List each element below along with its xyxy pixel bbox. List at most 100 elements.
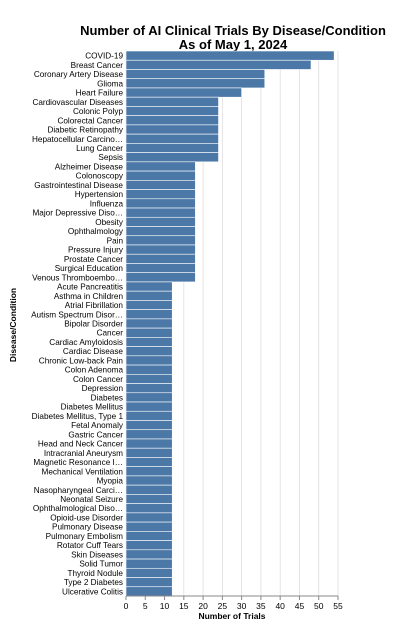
bar bbox=[125, 355, 173, 366]
x-tick-label: 40 bbox=[275, 601, 285, 611]
x-tick-label: 20 bbox=[198, 601, 208, 611]
y-axis-title: Disease/Condition bbox=[8, 288, 18, 362]
bar bbox=[125, 198, 196, 209]
bar bbox=[125, 309, 173, 320]
y-tick-label: Cardiac Amyloidosis bbox=[49, 338, 123, 347]
y-tick-label: Coronary Artery Disease bbox=[34, 70, 124, 79]
bar bbox=[125, 503, 173, 514]
y-tick-label: Atrial Fibrillation bbox=[65, 301, 124, 310]
y-tick-label: Gastrointestinal Disease bbox=[34, 181, 123, 190]
y-tick-label: Ophthalmological Diso… bbox=[33, 504, 123, 513]
bar bbox=[125, 300, 173, 310]
y-tick-label: Ulcerative Colitis bbox=[62, 587, 123, 596]
x-tick-label: 10 bbox=[160, 601, 170, 611]
bar bbox=[125, 420, 173, 431]
bar bbox=[125, 346, 173, 357]
bar bbox=[125, 466, 173, 477]
bar bbox=[125, 577, 173, 588]
x-tick-label: 0 bbox=[124, 601, 129, 611]
bar bbox=[125, 180, 196, 190]
y-tick-label: Hepatocellular Carcino… bbox=[32, 135, 123, 144]
y-tick-label: Myopia bbox=[97, 477, 124, 486]
bar bbox=[125, 318, 173, 329]
bar bbox=[125, 106, 219, 116]
y-tick-label: Glioma bbox=[97, 79, 123, 88]
chart-title-line-1: Number of AI Clinical Trials By Disease/… bbox=[80, 23, 386, 38]
bar bbox=[125, 263, 196, 273]
y-tick-label: Depression bbox=[82, 384, 124, 393]
x-tick-label: 50 bbox=[314, 601, 324, 611]
y-tick-label: Major Depressive Diso… bbox=[32, 209, 123, 218]
x-axis: 0 5 10 15 20 25 30 35 40 45 50 55 bbox=[124, 595, 343, 611]
bar bbox=[125, 253, 196, 264]
bar bbox=[125, 410, 173, 421]
y-tick-label: Acute Pancreatitis bbox=[57, 283, 123, 292]
bar bbox=[125, 540, 173, 551]
bar bbox=[125, 226, 196, 237]
y-tick-label: Opioid-use Disorder bbox=[50, 513, 123, 522]
bar bbox=[125, 161, 196, 172]
bar bbox=[125, 50, 335, 61]
y-tick-label: Alzheimer Disease bbox=[55, 162, 124, 171]
y-tick-label: Heart Failure bbox=[76, 89, 124, 98]
y-tick-label: Nasopharyngeal Carci… bbox=[34, 486, 123, 495]
y-tick-label: Pain bbox=[107, 236, 124, 245]
x-tick-label: 55 bbox=[333, 601, 343, 611]
bar bbox=[125, 567, 173, 578]
bar bbox=[125, 447, 173, 458]
bar bbox=[125, 521, 173, 532]
bar bbox=[125, 429, 173, 440]
bar bbox=[125, 586, 173, 597]
bar bbox=[125, 401, 173, 412]
y-tick-label: Diabetes Mellitus bbox=[61, 403, 123, 412]
y-tick-label: Surgical Education bbox=[55, 264, 124, 273]
bar bbox=[125, 189, 196, 200]
x-tick-label: 30 bbox=[237, 601, 247, 611]
bar bbox=[125, 124, 219, 135]
y-tick-label: Autism Spectrum Disor… bbox=[31, 310, 123, 319]
y-tick-label: Pressure Injury bbox=[68, 246, 124, 255]
y-tick-label: Cardiovascular Diseases bbox=[32, 98, 123, 107]
y-tick-label: Influenza bbox=[90, 199, 124, 208]
y-tick-label: Hypertension bbox=[75, 190, 124, 199]
x-tick-label: 15 bbox=[179, 601, 189, 611]
bar bbox=[125, 558, 173, 569]
y-tick-label: Diabetic Retinopathy bbox=[47, 126, 123, 135]
y-tick-label: Sepsis bbox=[98, 153, 123, 162]
y-tick-label: Thyroid Nodule bbox=[67, 569, 123, 578]
y-tick-label: Pulmonary Disease bbox=[52, 523, 123, 532]
x-tick-label: 5 bbox=[143, 601, 148, 611]
bar bbox=[125, 143, 219, 153]
bar bbox=[125, 475, 173, 486]
y-tick-label: Asthma in Children bbox=[54, 292, 124, 301]
bar bbox=[125, 170, 196, 181]
y-tick-label: Colonic Polyp bbox=[73, 107, 124, 116]
y-tick-label: Fetal Anomaly bbox=[71, 421, 124, 430]
y-tick-label: Neonatal Seizure bbox=[60, 495, 123, 504]
bar bbox=[125, 87, 242, 98]
bar bbox=[125, 244, 196, 255]
y-tick-label: Rotator Cuff Tears bbox=[57, 541, 123, 550]
y-tick-label: COVID-19 bbox=[85, 52, 123, 61]
y-tick-label: Bipolar Disorder bbox=[64, 320, 123, 329]
bar bbox=[125, 531, 173, 541]
bar bbox=[125, 512, 173, 523]
bar bbox=[125, 438, 173, 449]
bar bbox=[125, 216, 196, 227]
bar bbox=[125, 207, 196, 218]
y-tick-label: Magnetic Resonance I… bbox=[33, 458, 123, 467]
y-tick-label: Obesity bbox=[95, 218, 124, 227]
y-tick-label: Ophthalmology bbox=[68, 227, 124, 236]
y-tick-label: Gastric Cancer bbox=[68, 430, 123, 439]
y-tick-label: Colon Cancer bbox=[73, 375, 123, 384]
bar bbox=[125, 235, 196, 246]
bar bbox=[125, 152, 219, 163]
bar bbox=[125, 115, 219, 126]
bar bbox=[125, 281, 173, 292]
x-tick-label: 45 bbox=[295, 601, 305, 611]
bar bbox=[125, 133, 219, 144]
x-tick-label: 35 bbox=[256, 601, 266, 611]
bars bbox=[125, 50, 335, 597]
bar bbox=[125, 392, 173, 403]
